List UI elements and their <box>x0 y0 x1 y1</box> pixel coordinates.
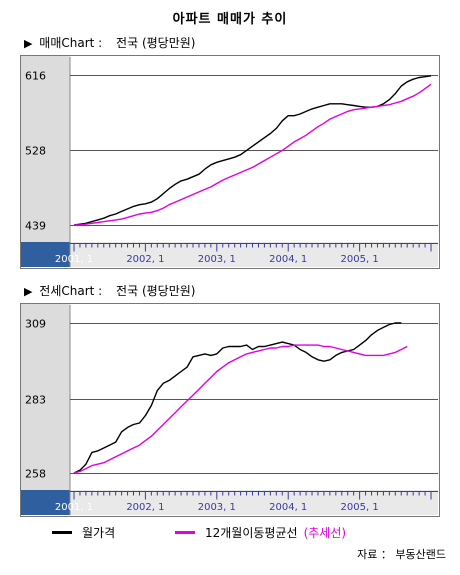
x-tick-label: 2003, 1 <box>198 502 236 513</box>
x-tick-label: 2002, 1 <box>126 254 164 265</box>
y-tick-label: 528 <box>25 145 46 158</box>
x-tick-label: 2005, 1 <box>341 254 379 265</box>
page-title: 아파트 매매가 추이 <box>172 12 288 27</box>
legend-label-moving-avg: 12개월이동평균선 <box>205 526 298 540</box>
x-tick-label: 2001, 1 <box>55 254 93 265</box>
chart2-title: 전세Chart : <box>39 284 103 298</box>
y-tick-label: 283 <box>25 394 46 407</box>
legend-swatch-moving-avg <box>175 531 195 534</box>
y-tick-label: 439 <box>25 220 46 233</box>
play-triangle-icon: ▶ <box>24 285 33 298</box>
chart2-subtitle: 전국 (평당만원) <box>116 284 196 298</box>
chart-frame <box>20 55 440 269</box>
chart2-header: ▶ 전세Chart : 전국 (평당만원) <box>24 282 195 299</box>
source-note: 자료 ： 부동산랜드 <box>357 548 446 561</box>
x-tick-label: 2002, 1 <box>126 502 164 513</box>
x-tick-label: 2004, 1 <box>269 502 307 513</box>
chart1-header: ▶ 매매Chart : 전국 (평당만원) <box>24 34 195 51</box>
x-tick-label: 2004, 1 <box>269 254 307 265</box>
y-tick-label: 309 <box>25 318 46 331</box>
sale-price-chart-svg: 616 528 439 2001, 1 2002, 1 2003, 1 2004, 1 200… <box>20 55 440 269</box>
legend-label-monthly: 월가격 <box>82 526 116 540</box>
chart-frame <box>20 303 440 517</box>
y-axis-panel <box>21 304 70 490</box>
x-tick-label: 2003, 1 <box>198 254 236 265</box>
y-tick-label: 616 <box>25 70 46 83</box>
legend: 월가격 12개월이동평균선 (추세선) <box>0 524 460 542</box>
play-triangle-icon: ▶ <box>24 37 33 50</box>
series-line-moving-avg <box>74 83 432 226</box>
sale-price-chart: 616 528 439 2001, 1 2002, 1 2003, 1 2004, 1 200… <box>20 55 440 269</box>
chart1-title: 매매Chart : <box>39 36 103 50</box>
series-line-moving-avg <box>73 344 408 474</box>
legend-item-monthly: 월가격 <box>52 524 115 541</box>
jeonse-price-chart: 309 283 258 2001, 1 2002, 1 2003, 1 2004, 1 200… <box>20 303 440 517</box>
y-tick-label: 258 <box>25 468 46 481</box>
x-axis-band <box>70 490 438 515</box>
x-axis-corner <box>21 490 70 515</box>
y-axis-panel <box>21 56 70 242</box>
x-axis-corner <box>21 242 70 267</box>
jeonse-price-chart-svg: 309 283 258 2001, 1 2002, 1 2003, 1 2004, 1 200… <box>20 303 440 517</box>
x-axis-band <box>70 242 438 267</box>
x-tick-label: 2005, 1 <box>341 502 379 513</box>
legend-label-trend: (추세선) <box>303 526 347 540</box>
legend-item-moving-avg: 12개월이동평균선 (추세선) <box>175 524 346 541</box>
x-tick-label: 2001, 1 <box>55 502 93 513</box>
chart1-subtitle: 전국 (평당만원) <box>116 36 196 50</box>
legend-swatch-monthly <box>52 531 72 534</box>
